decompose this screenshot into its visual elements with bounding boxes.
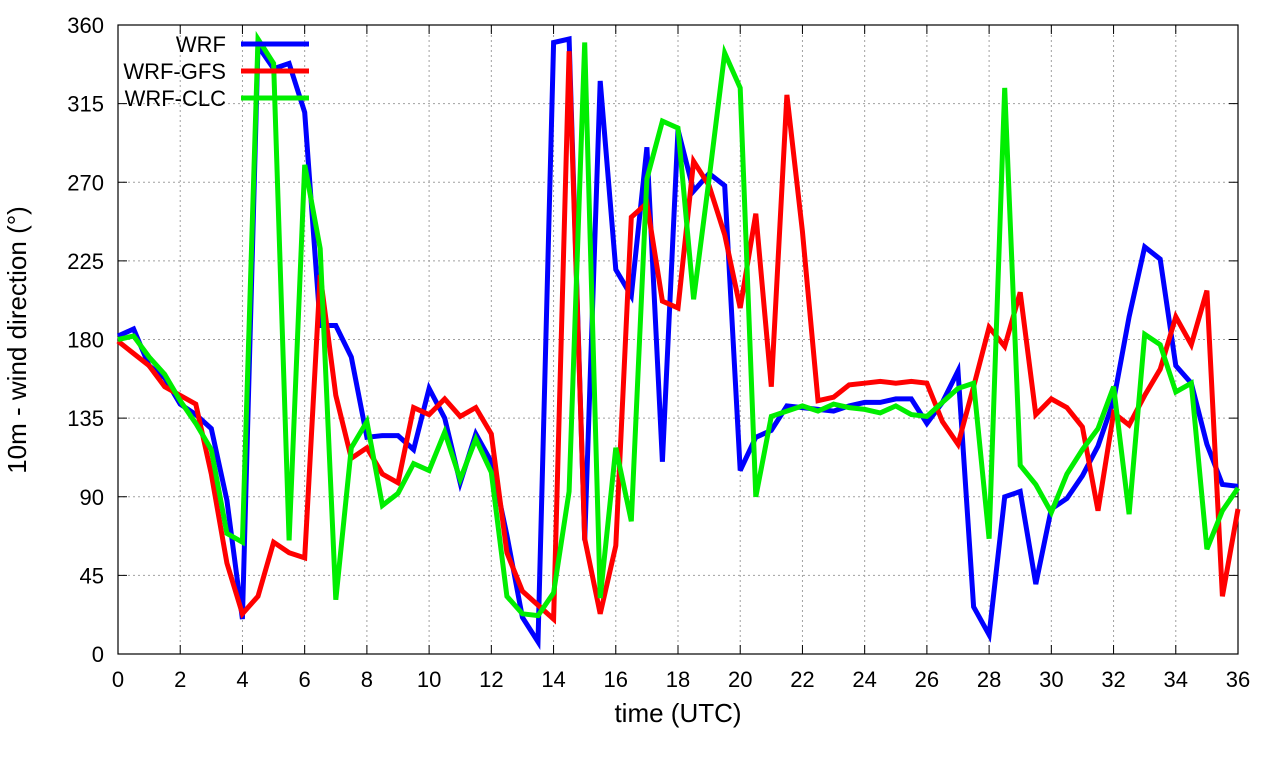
series-line-wrf-clc [117,30,1241,619]
x-tick-label: 24 [852,667,876,692]
x-tick-label: 28 [977,667,1001,692]
y-tick-label: 135 [67,406,104,431]
x-tick-label: 8 [361,667,373,692]
x-axis-label: time (UTC) [614,698,741,728]
series-line-wrf-gfs [116,51,1241,625]
legend-label-wrf: WRF [176,32,226,57]
y-tick-label: 270 [67,170,104,195]
x-tick-label: 10 [417,667,441,692]
y-tick-label: 0 [92,642,104,667]
x-tick-label: 16 [604,667,628,692]
x-tick-label: 34 [1164,667,1188,692]
y-tick-label: 225 [67,249,104,274]
x-tick-label: 0 [112,667,124,692]
x-tick-label: 2 [174,667,186,692]
axis-ticks: 0 2 4 6 8 10 12 14 16 18 20 22 24 26 28 30 32 34 360459013… [67,13,1250,692]
x-tick-label: 4 [236,667,248,692]
x-tick-label: 32 [1101,667,1125,692]
x-tick-label: 6 [299,667,311,692]
y-tick-label: 360 [67,13,104,38]
y-tick-label: 315 [67,92,104,117]
y-tick-label: 180 [67,328,104,353]
x-tick-label: 26 [915,667,939,692]
y-tick-label: 90 [80,485,104,510]
x-tick-label: 18 [666,667,690,692]
legend-label-wrf-gfs: WRF-GFS [123,59,226,84]
series-lines [116,30,1241,651]
legend-label-wrf-clc: WRF-CLC [125,86,227,111]
x-tick-label: 30 [1039,667,1063,692]
x-tick-label: 20 [728,667,752,692]
y-tick-label: 45 [80,563,104,588]
x-tick-label: 36 [1226,667,1250,692]
grid [118,25,1238,654]
x-tick-label: 14 [541,667,565,692]
y-axis-label: 10m - wind direction (°) [2,206,32,474]
x-tick-label: 12 [479,667,503,692]
x-tick-label: 22 [790,667,814,692]
